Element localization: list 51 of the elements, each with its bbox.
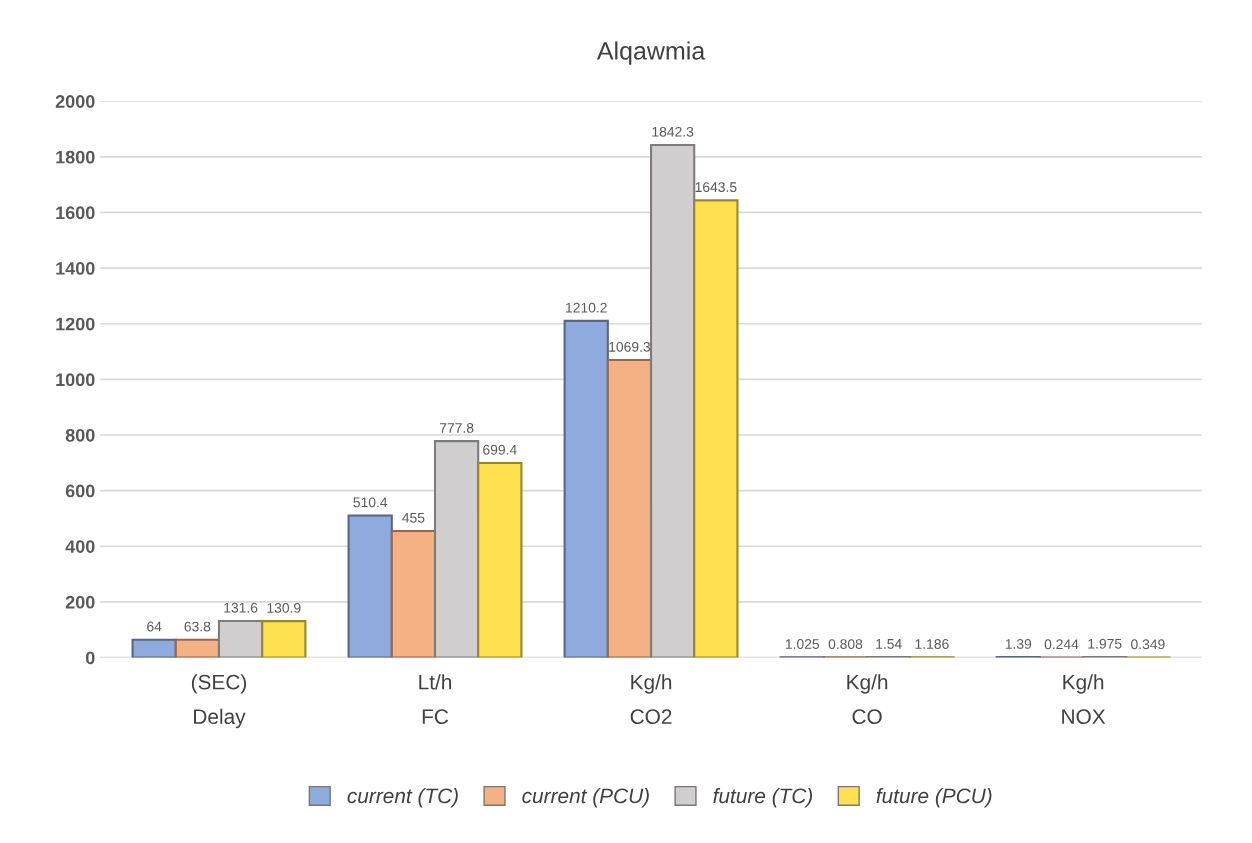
data-label: 1.186 — [915, 639, 949, 649]
y-tick-label: 800 — [65, 428, 95, 442]
y-tick-label: 200 — [65, 595, 95, 609]
bar — [477, 461, 523, 658]
y-tick-label: 0 — [85, 651, 95, 665]
data-label: 1.975 — [1088, 638, 1122, 649]
data-label: 0.244 — [1044, 639, 1079, 650]
bar — [261, 620, 307, 658]
data-label: 455 — [402, 512, 425, 523]
data-label: 1069.3 — [609, 341, 651, 352]
data-label: 777.8 — [439, 423, 474, 433]
y-tick-label: 1000 — [56, 373, 95, 387]
bar — [563, 319, 609, 658]
x-tick-label: Kg/h CO2 — [630, 674, 672, 725]
legend-label: current (PCU) — [522, 787, 649, 808]
data-label: 1210.2 — [566, 302, 607, 313]
y-tick-label: 1800 — [56, 150, 95, 164]
y-tick-label: 1200 — [56, 317, 95, 331]
data-label: 131.6 — [224, 602, 258, 613]
x-tick-label: (SEC) Delay — [191, 674, 247, 729]
bar — [390, 529, 437, 658]
bar — [606, 359, 653, 658]
data-label: 1.39 — [1005, 639, 1032, 649]
data-label: 699.4 — [483, 444, 517, 455]
data-label: 1643.5 — [695, 182, 737, 193]
data-label: 130.9 — [267, 602, 301, 613]
data-label: 0.808 — [828, 639, 863, 650]
data-label: 63.8 — [184, 621, 211, 632]
y-tick-label: 600 — [65, 484, 95, 498]
bar — [217, 619, 264, 658]
x-tick-label: Kg/h CO — [847, 674, 888, 725]
legend-label: current (TC) — [347, 787, 458, 808]
bar — [347, 514, 393, 658]
data-label: 1.025 — [785, 639, 820, 649]
y-tick-label: 1400 — [56, 262, 95, 275]
data-label: 510.4 — [353, 497, 388, 508]
bar — [693, 199, 739, 658]
chart-title: Alqawmia — [596, 41, 706, 65]
data-label: 0.349 — [1131, 639, 1165, 650]
data-label: 1.54 — [876, 639, 902, 649]
x-tick-label: Kg/h NOX — [1062, 674, 1106, 725]
bar — [131, 638, 177, 658]
bar — [174, 638, 221, 658]
y-tick-label: 400 — [65, 540, 95, 553]
data-label: 64 — [147, 621, 162, 632]
y-tick-label: 2000 — [55, 95, 95, 108]
y-tick-label: 1600 — [56, 206, 95, 220]
data-label: 1842.3 — [652, 126, 694, 137]
legend-label: future (PCU) — [876, 787, 992, 808]
legend-label: future (TC) — [713, 787, 813, 808]
x-tick-label: Lt/h FC — [419, 674, 452, 725]
